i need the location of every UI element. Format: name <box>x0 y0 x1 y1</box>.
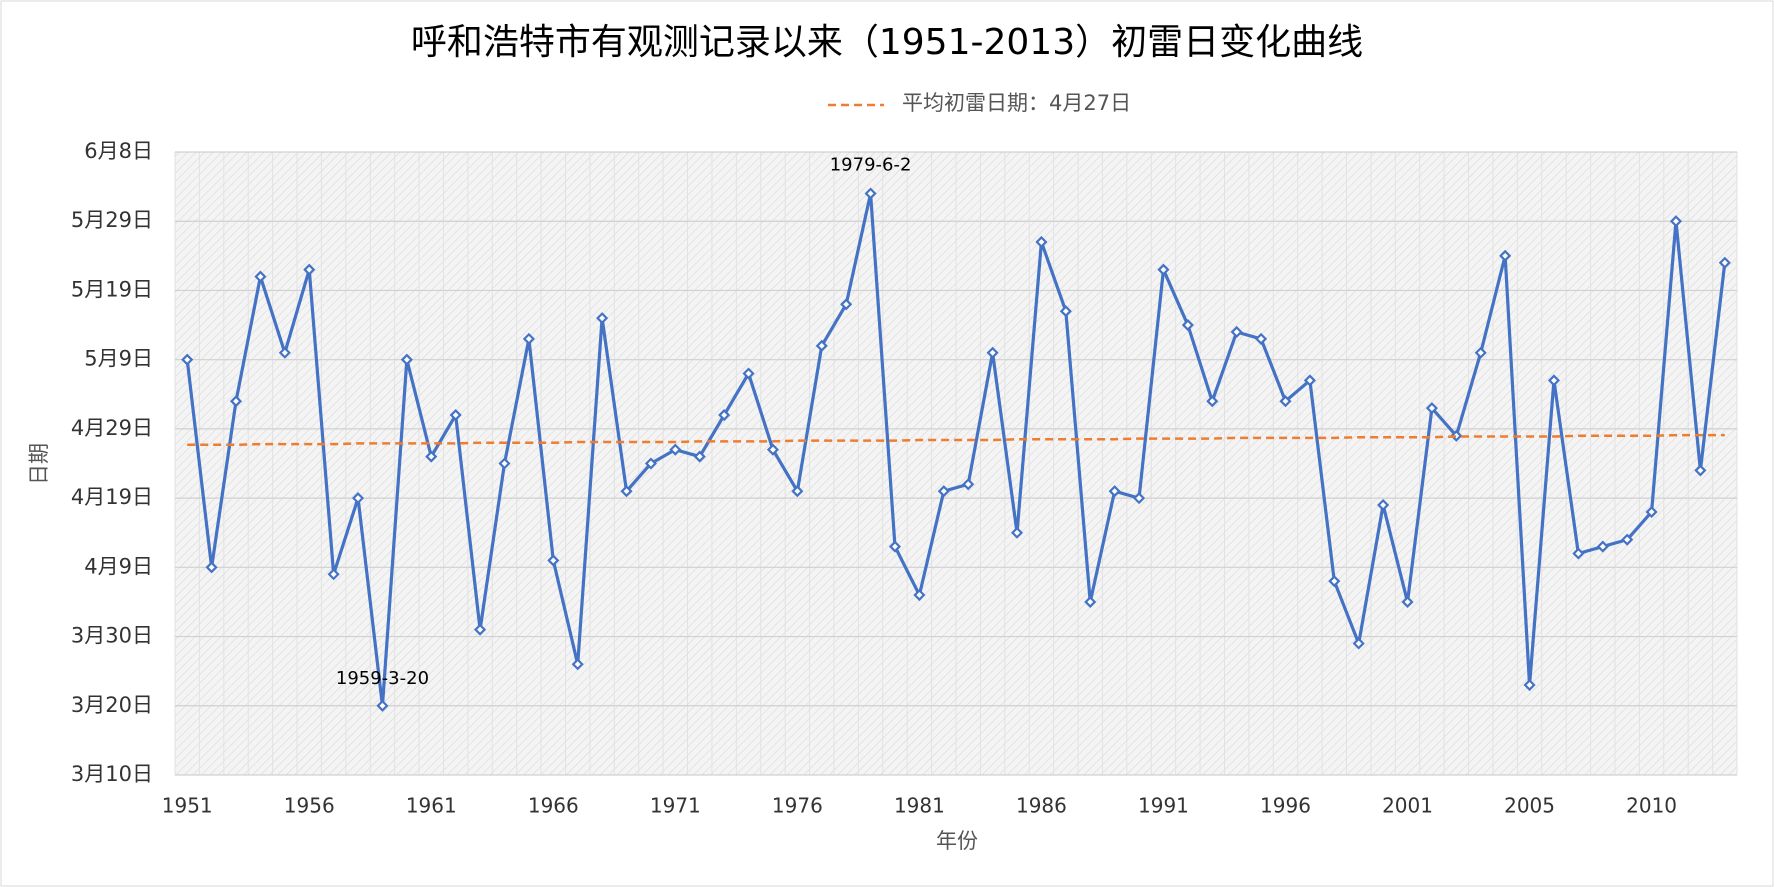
x-tick-label: 1996 <box>1260 794 1311 818</box>
marker <box>1255 332 1268 345</box>
y-tick-label: 3月20日 <box>71 693 153 717</box>
marker <box>498 457 511 470</box>
marker <box>1084 595 1097 608</box>
marker <box>1718 256 1731 269</box>
marker <box>1352 637 1365 650</box>
marker <box>1669 215 1683 228</box>
y-tick-label: 5月19日 <box>71 277 153 301</box>
marker <box>986 346 999 359</box>
marker <box>303 263 316 276</box>
x-tick-label: 1991 <box>1138 794 1189 818</box>
y-tick-label: 6月8日 <box>84 139 153 163</box>
marker <box>571 658 584 671</box>
marker <box>425 450 438 463</box>
y-axis-label: 日期 <box>27 443 51 485</box>
y-tick-label: 4月29日 <box>71 416 153 440</box>
marker <box>1425 402 1438 415</box>
marker <box>1474 346 1487 359</box>
marker <box>278 346 291 359</box>
marker <box>791 485 804 498</box>
x-tick-label: 1956 <box>284 794 335 818</box>
y-tick-label: 4月9日 <box>84 554 153 578</box>
x-tick-label: 1971 <box>650 794 701 818</box>
marker <box>669 443 682 456</box>
marker <box>913 588 926 602</box>
marker <box>254 270 267 283</box>
marker <box>1328 575 1341 588</box>
marker <box>376 699 389 712</box>
marker <box>644 457 657 470</box>
marker <box>1694 464 1707 477</box>
marker <box>1206 395 1219 408</box>
marker <box>864 187 877 200</box>
data-line <box>185 191 1727 708</box>
marker <box>547 554 560 567</box>
marker <box>693 450 706 463</box>
marker <box>205 561 218 574</box>
marker <box>351 492 365 505</box>
trend-line <box>187 433 1725 447</box>
marker <box>449 408 462 422</box>
x-tick-label: 2010 <box>1626 794 1677 818</box>
marker <box>522 332 535 345</box>
marker <box>1157 263 1170 276</box>
marker <box>620 485 633 498</box>
x-tick-label: 1966 <box>528 794 579 818</box>
x-tick-label: 1986 <box>1016 794 1067 818</box>
marker <box>1059 305 1072 318</box>
data-label: 1979-6-2 <box>830 155 912 176</box>
marker <box>1499 249 1512 262</box>
marker <box>1279 395 1292 408</box>
x-tick-label: 1951 <box>162 794 213 818</box>
marker <box>596 312 609 325</box>
marker <box>1596 540 1609 553</box>
marker <box>1401 595 1414 608</box>
x-tick-label: 1976 <box>772 794 823 818</box>
y-tick-label: 4月19日 <box>71 485 153 509</box>
marker <box>1645 505 1658 519</box>
x-tick-label: 1961 <box>406 794 457 818</box>
marker <box>1010 526 1024 539</box>
x-tick-label: 1981 <box>894 794 945 818</box>
x-tick-label: 2001 <box>1382 794 1433 818</box>
marker <box>1377 498 1390 512</box>
y-tick-label: 5月9日 <box>84 347 153 371</box>
legend-label: 平均初雷日期：4月27日 <box>902 91 1131 115</box>
y-tick-label: 3月30日 <box>71 624 153 648</box>
y-tick-label: 5月29日 <box>71 208 153 232</box>
marker <box>400 353 413 366</box>
marker <box>815 339 828 352</box>
marker <box>937 485 950 498</box>
marker <box>1303 374 1316 387</box>
marker <box>1230 325 1243 339</box>
marker <box>1572 547 1585 560</box>
y-tick-label: 3月10日 <box>71 762 153 786</box>
marker <box>1621 533 1634 546</box>
marker <box>888 540 902 553</box>
x-tick-label: 2005 <box>1504 794 1555 818</box>
marker <box>1108 485 1121 498</box>
marker <box>327 568 340 581</box>
x-axis-label: 年份 <box>936 829 978 853</box>
data-label: 1959-3-20 <box>336 668 429 689</box>
marker <box>1523 678 1536 692</box>
marker <box>840 298 853 311</box>
marker <box>474 623 487 636</box>
marker <box>181 353 194 366</box>
marker <box>766 443 780 456</box>
marker <box>1450 429 1463 442</box>
marker <box>1181 319 1194 332</box>
marker <box>1547 374 1561 387</box>
marker <box>1132 492 1146 505</box>
marker <box>962 478 975 491</box>
chart-title: 呼和浩特市有观测记录以来（1951-2013）初雷日变化曲线 <box>411 22 1363 63</box>
marker <box>229 395 243 408</box>
marker <box>718 408 731 422</box>
marker <box>742 367 755 380</box>
marker <box>1035 235 1048 249</box>
